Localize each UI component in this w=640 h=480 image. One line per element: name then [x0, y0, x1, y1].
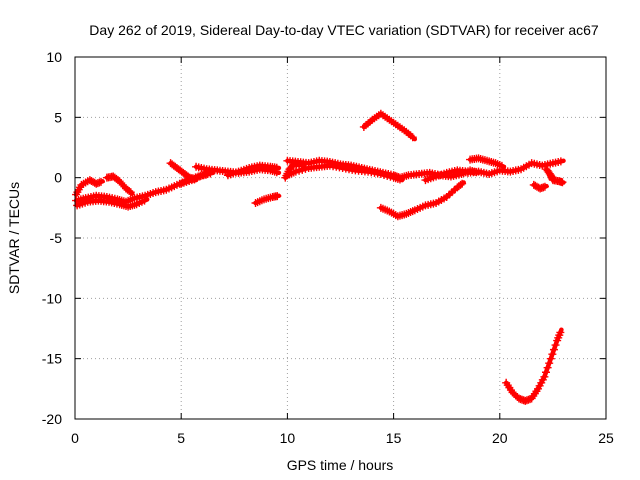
series-group [72, 109, 567, 405]
data-point-marker [556, 328, 565, 337]
series-midday-c [281, 160, 307, 182]
series-midday-b [283, 161, 405, 184]
series-late-band [463, 157, 566, 179]
data-point-marker [540, 182, 549, 191]
data-point-marker [272, 163, 281, 172]
series-afternoon-b [421, 166, 471, 185]
series-bump-19h [466, 154, 507, 170]
data-point-marker [549, 345, 558, 354]
data-point-marker [548, 350, 557, 359]
data-point-marker [408, 133, 417, 142]
series-early-band-b [73, 196, 150, 211]
series-peak-14h [359, 109, 418, 142]
data-point-marker [97, 177, 106, 186]
series-dip-15h [376, 179, 467, 221]
y-tick-label: 0 [54, 170, 62, 186]
data-point-marker [541, 368, 550, 377]
data-point-marker [497, 161, 506, 170]
data-point-marker [273, 192, 282, 201]
x-tick-label: 0 [71, 430, 79, 446]
x-axis-label: GPS time / hours [287, 457, 394, 473]
data-point-marker [543, 363, 552, 372]
y-axis-label: SDTVAR / TECUs [6, 182, 22, 294]
data-point-marker [540, 372, 549, 381]
series-deep-trough [502, 327, 565, 405]
data-point-marker [556, 157, 565, 166]
grid-lines [75, 57, 606, 419]
series-early-hump [102, 172, 135, 197]
series-early-upper [72, 176, 106, 199]
x-tick-label: 5 [177, 430, 185, 446]
x-tick-label: 20 [492, 430, 508, 446]
x-tick-label: 10 [280, 430, 296, 446]
data-point-marker [545, 359, 554, 368]
data-point-marker [551, 341, 560, 350]
series-short-low [251, 192, 282, 208]
x-tick-label: 25 [598, 430, 614, 446]
series-late-low [529, 180, 549, 193]
x-tick-label: 15 [386, 430, 402, 446]
data-point-marker [140, 196, 149, 205]
series-late-drop [542, 165, 567, 187]
y-tick-label: -15 [42, 351, 62, 367]
axis-ticks: 0 5 10 15 20 25 -20 -15 -10 -5 0 5 10 [42, 49, 614, 446]
series-morning-b [223, 161, 282, 180]
data-point-marker [458, 179, 467, 188]
y-tick-label: -5 [50, 230, 63, 246]
y-tick-label: -10 [42, 290, 62, 306]
data-point-marker [297, 161, 306, 170]
chart-title: Day 262 of 2019, Sidereal Day-to-day VTE… [89, 22, 599, 38]
plot-frame [74, 56, 607, 420]
data-point-marker [546, 354, 555, 363]
data-point-marker [456, 180, 465, 189]
y-tick-label: 10 [46, 49, 62, 65]
y-tick-label: 5 [54, 109, 62, 125]
y-tick-label: -20 [42, 411, 62, 427]
data-point-marker [125, 186, 134, 195]
data-point-marker [558, 178, 567, 187]
data-point-marker [126, 188, 135, 197]
